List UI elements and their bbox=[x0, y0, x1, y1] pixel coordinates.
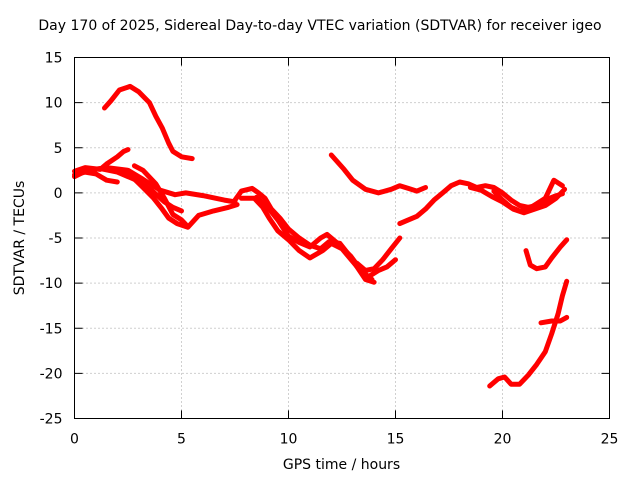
grid-lines bbox=[74, 57, 610, 419]
y-tick-label: 10 bbox=[45, 96, 63, 112]
x-tick-label: 5 bbox=[177, 432, 186, 448]
y-axis-label: SDTVAR / TECUs bbox=[12, 180, 28, 296]
y-tick-label: -5 bbox=[49, 231, 63, 247]
chart-title: Day 170 of 2025, Sidereal Day-to-day VTE… bbox=[38, 18, 602, 34]
x-axis-label: GPS time / hours bbox=[282, 457, 401, 473]
y-tick-label: -10 bbox=[40, 276, 63, 292]
x-tick-label: 15 bbox=[387, 432, 405, 448]
series-line-track-s bbox=[538, 314, 570, 326]
y-tick-label: -20 bbox=[40, 366, 63, 382]
axis-ticks: 0 5 10 15 20 25 -25 -20 -15 -10 -5 0 5 10 15 bbox=[40, 51, 619, 448]
y-tick-label: 0 bbox=[54, 186, 63, 202]
series-line-track-i bbox=[238, 195, 373, 282]
series-line-track-m bbox=[367, 257, 398, 279]
series-line-track-l bbox=[354, 235, 403, 273]
y-tick-label: 15 bbox=[45, 51, 63, 67]
y-tick-label: -25 bbox=[40, 412, 63, 428]
x-tick-label: 10 bbox=[280, 432, 298, 448]
series-line-track-j bbox=[253, 194, 375, 282]
series-line-track-a bbox=[102, 83, 195, 162]
x-tick-label: 0 bbox=[70, 432, 79, 448]
series-line-track-b bbox=[72, 147, 131, 174]
series-line-track-g bbox=[131, 163, 189, 227]
y-tick-label: 5 bbox=[54, 141, 63, 157]
y-tick-label: -15 bbox=[40, 321, 63, 337]
series-line-track-p bbox=[491, 177, 565, 214]
series-line-track-k bbox=[328, 152, 428, 196]
series-line-track-r bbox=[487, 278, 570, 389]
data-series bbox=[72, 83, 570, 389]
x-tick-label: 20 bbox=[494, 432, 512, 448]
series-line-track-e bbox=[104, 165, 238, 205]
series-line-track-f bbox=[106, 166, 240, 230]
x-tick-label: 25 bbox=[601, 432, 619, 448]
series-line-track-q bbox=[523, 237, 570, 272]
